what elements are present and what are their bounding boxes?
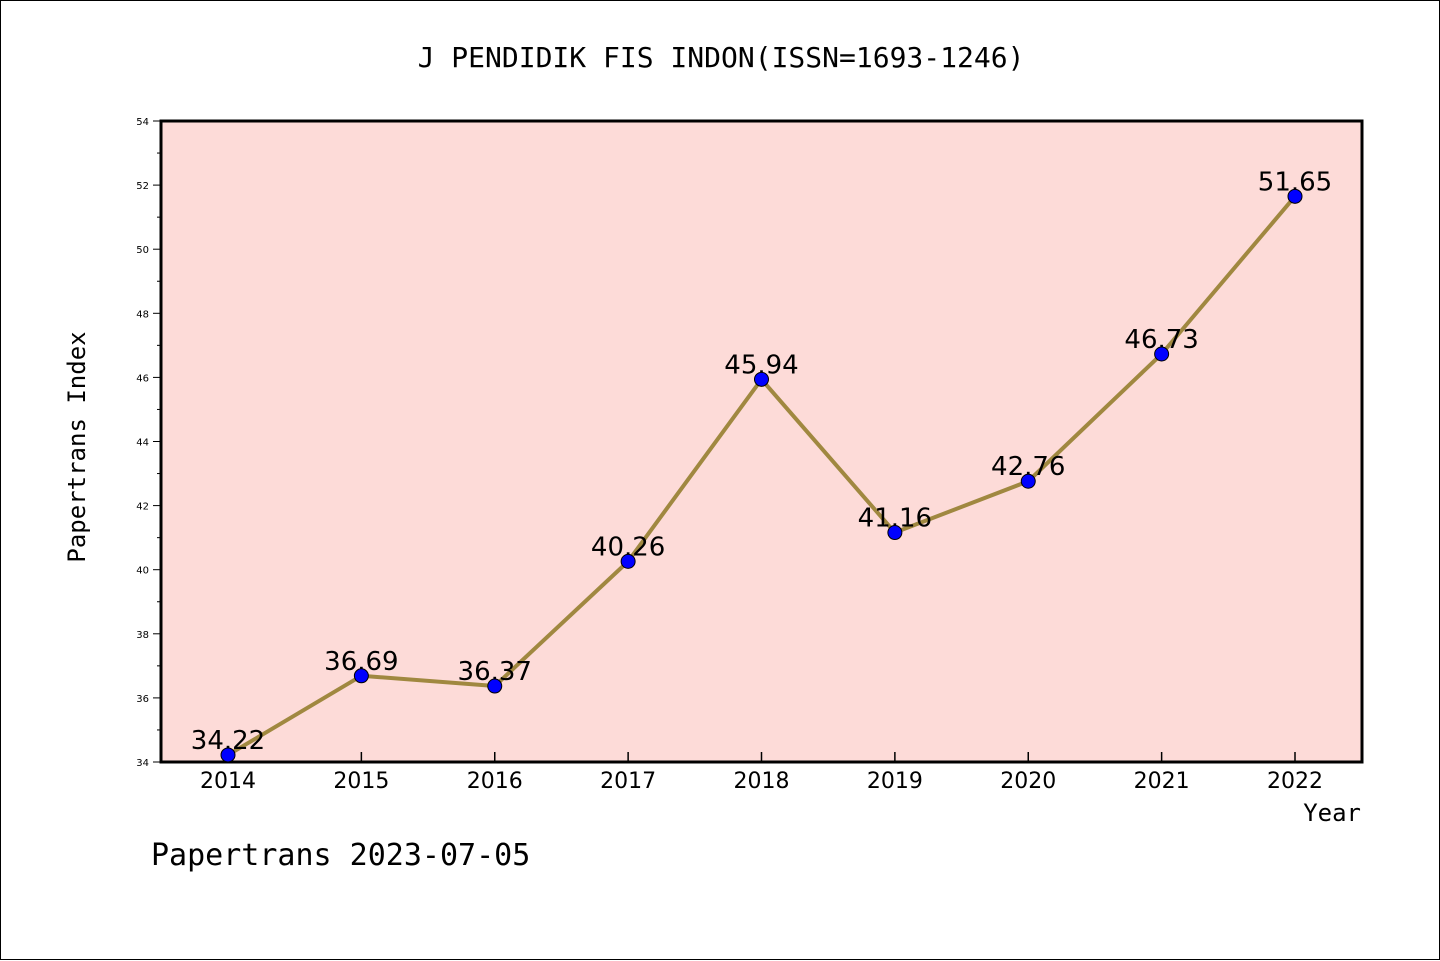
- y-tick-label: 48: [136, 309, 149, 320]
- y-tick-label: 54: [136, 117, 149, 128]
- y-tick-label: 50: [136, 245, 149, 256]
- y-tick-label: 38: [136, 630, 149, 641]
- y-tick-label: 34: [136, 758, 149, 769]
- x-tick-label: 2020: [1000, 769, 1056, 794]
- y-tick-label: 40: [136, 566, 149, 577]
- data-point-marker: [1020, 473, 1036, 489]
- x-tick-label: 2021: [1134, 769, 1190, 794]
- data-point-marker: [353, 668, 369, 684]
- y-axis-label: Papertrans Index: [63, 331, 91, 562]
- x-tick-label: 2014: [200, 769, 256, 794]
- data-point-marker: [487, 678, 503, 694]
- series-markers: [220, 188, 1303, 763]
- y-tick-label: 44: [136, 438, 149, 449]
- x-tick-label: 2018: [734, 769, 790, 794]
- data-point-marker: [220, 747, 236, 763]
- plot-area: [159, 119, 1364, 764]
- x-tick-label: 2019: [867, 769, 923, 794]
- data-point-marker: [1154, 346, 1170, 362]
- y-tick-label: 52: [136, 181, 149, 192]
- x-axis-label: Year: [1303, 799, 1361, 827]
- y-tick-label: 36: [136, 694, 149, 705]
- data-point-marker: [754, 371, 769, 387]
- x-tick-label: 2022: [1267, 769, 1323, 794]
- data-point-marker: [620, 553, 636, 569]
- y-tick-label: 42: [136, 502, 149, 513]
- y-axis: 34 36 38 40 42 44 46 48 50 52 54: [136, 117, 161, 769]
- x-tick-label: 2017: [600, 769, 656, 794]
- data-point-marker: [887, 525, 903, 541]
- x-axis: 2014 2015 2016 2017 2018 2019 2020 2021 2022: [200, 752, 1323, 794]
- footer-credit: Papertrans 2023-07-05: [151, 838, 530, 873]
- x-tick-label: 2016: [467, 769, 523, 794]
- x-tick-label: 2015: [333, 769, 389, 794]
- data-point-marker: [1287, 188, 1303, 204]
- y-tick-label: 46: [136, 373, 149, 384]
- chart-title: J PENDIDIK FIS INDON(ISSN=1693-1246): [418, 41, 1025, 74]
